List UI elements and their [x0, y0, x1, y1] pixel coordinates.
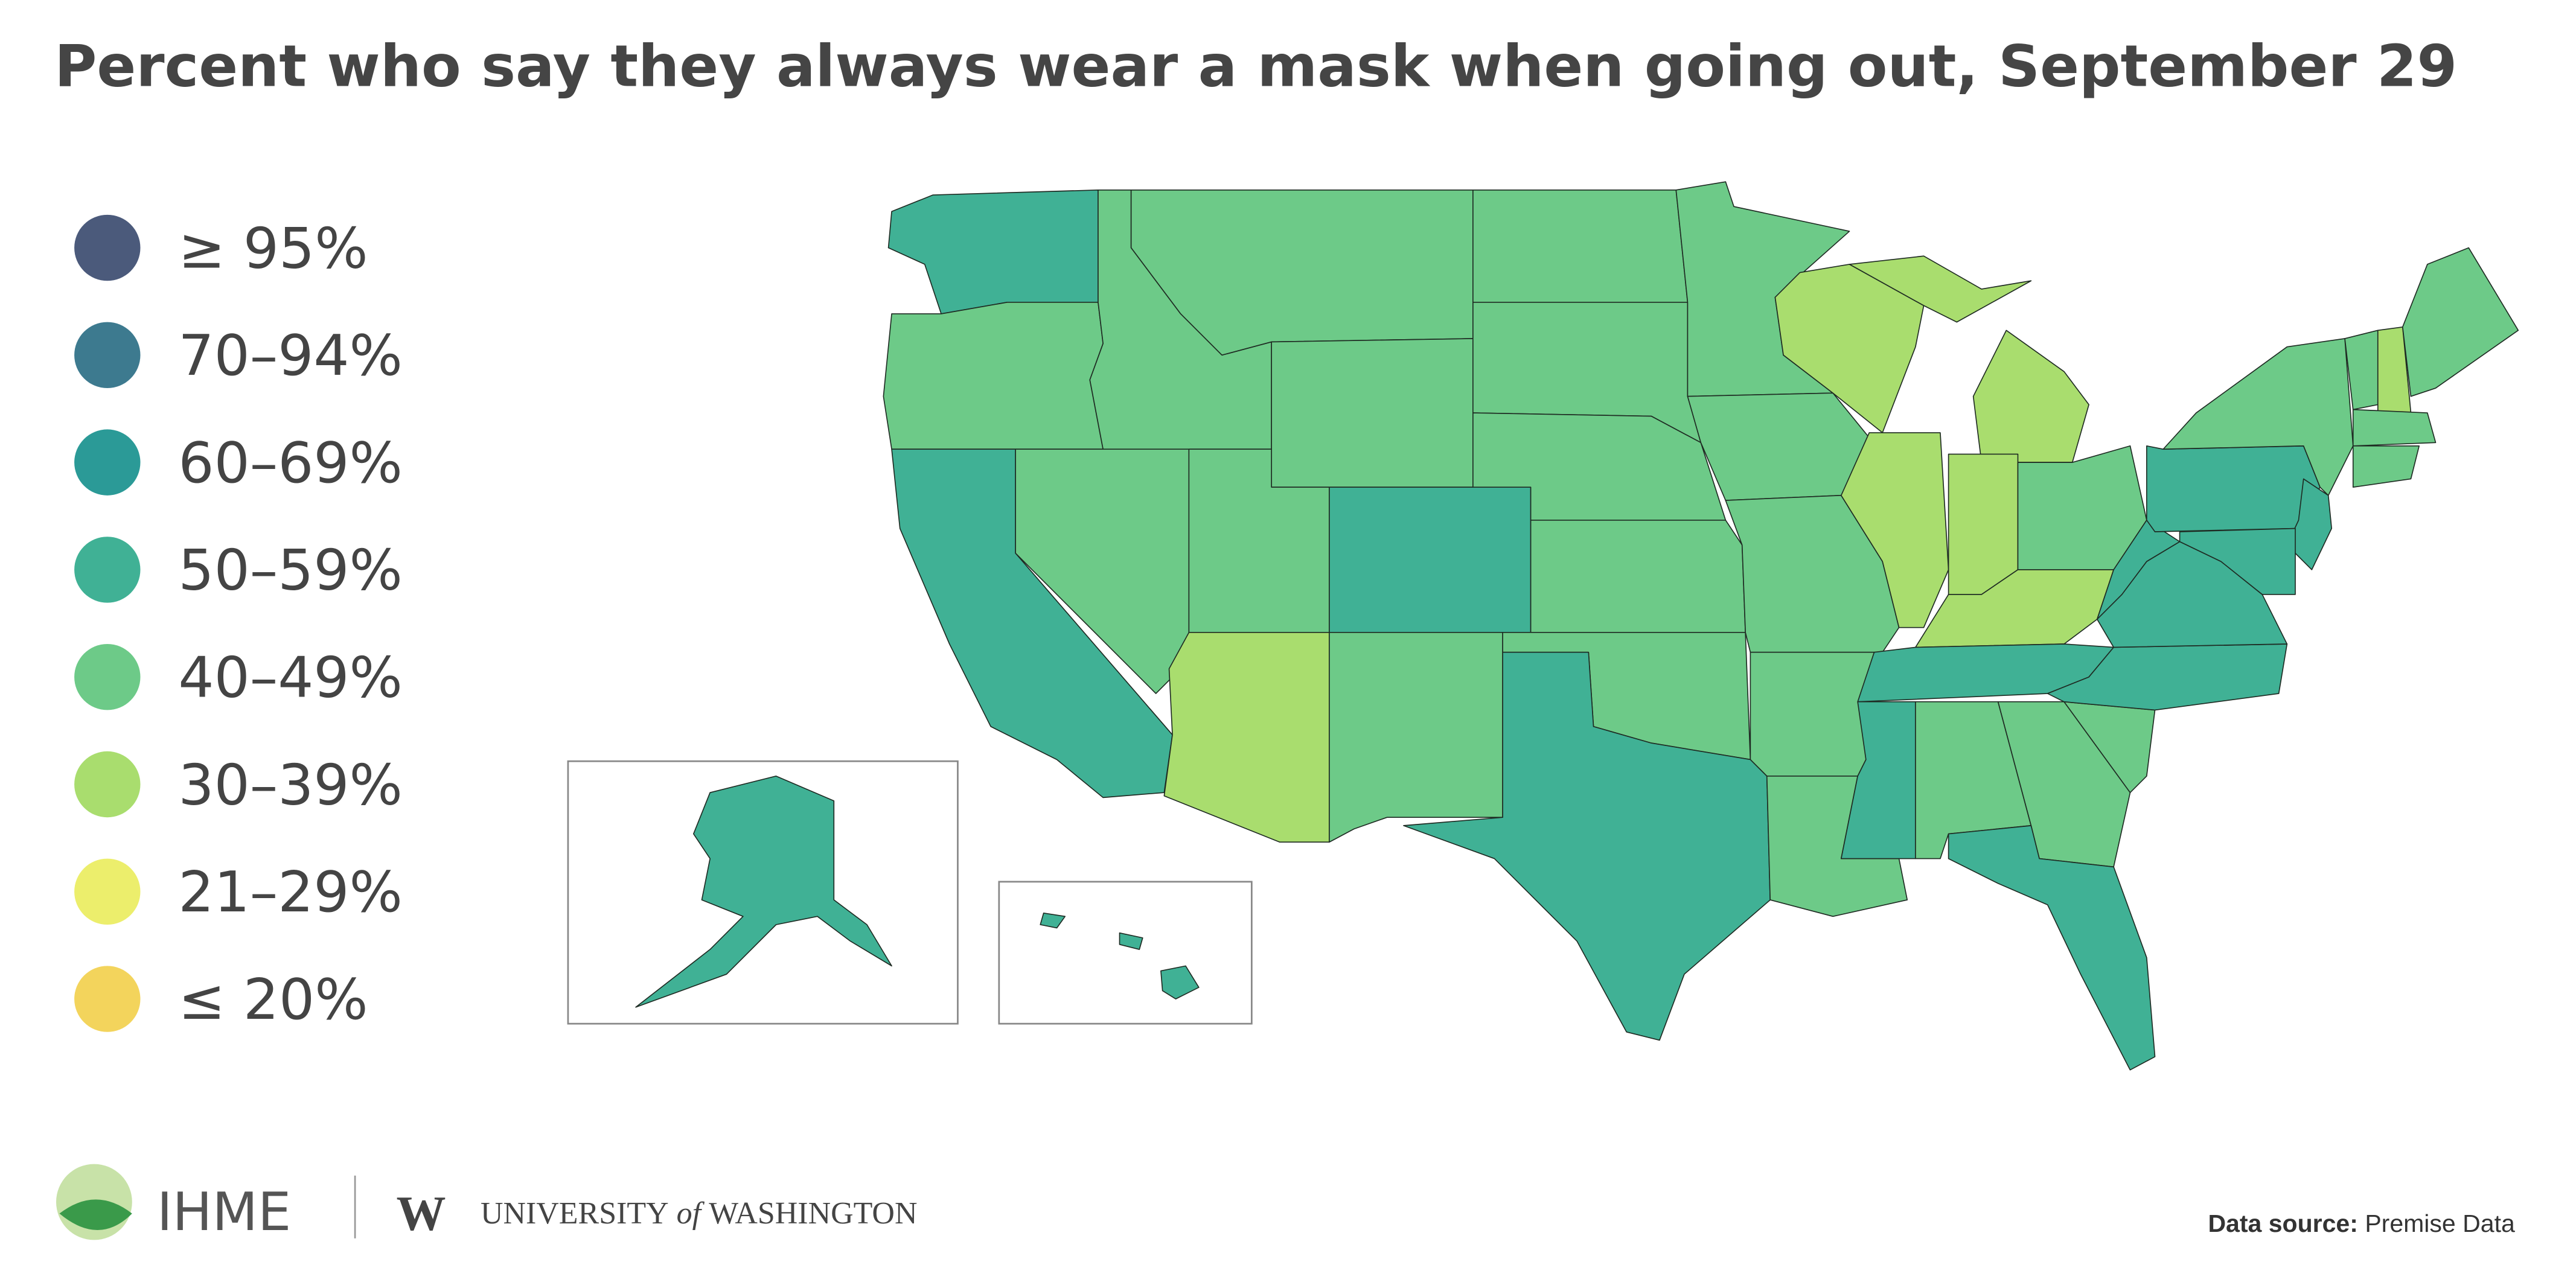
- state: [1687, 392, 1870, 501]
- state: [1849, 255, 2032, 323]
- text: of: [677, 1196, 705, 1231]
- hawaii-inset: [998, 881, 1253, 1025]
- state: [635, 775, 892, 1008]
- logo-text: IHME: [157, 1181, 291, 1243]
- legend-swatch: [74, 751, 141, 818]
- legend-swatch: [74, 322, 141, 389]
- state: [1472, 189, 1689, 303]
- state: [1915, 569, 2114, 648]
- data-source: Data source: Premise Data: [2208, 1210, 2515, 1237]
- state: [2146, 445, 2321, 532]
- state: [1972, 330, 2089, 463]
- legend-swatch: [74, 429, 141, 496]
- legend: ≥ 95% 70–94% 60–69% 50–59% 40–49% 30–39% 21–29…: [74, 214, 403, 1032]
- state: [2047, 643, 2288, 711]
- state: [1329, 486, 1532, 633]
- legend-swatch: [74, 966, 141, 1032]
- legend-swatch: [74, 858, 141, 925]
- state: [1329, 632, 1503, 843]
- legend-label: 30–39%: [178, 752, 402, 817]
- state: [1119, 932, 1143, 950]
- legend-label: 40–49%: [178, 645, 402, 710]
- state: [883, 301, 1104, 450]
- state: [887, 189, 1099, 314]
- university-name: UNIVERSITY of WASHINGTON: [481, 1196, 918, 1231]
- state: [1403, 651, 1771, 1041]
- us-map: [567, 181, 2519, 1071]
- legend-swatch: [74, 537, 141, 603]
- text: WASHINGTON: [709, 1196, 917, 1231]
- state: [2402, 247, 2519, 397]
- legend-label: 50–59%: [178, 538, 402, 603]
- state: [2352, 445, 2420, 488]
- legend-label: 21–29%: [178, 859, 402, 925]
- legend-label: ≤ 20%: [178, 967, 368, 1032]
- state: [1271, 338, 1474, 488]
- logo-icon: [59, 1199, 132, 1231]
- text: UNIVERSITY: [481, 1196, 669, 1231]
- state: [1948, 453, 2019, 595]
- legend-swatch: [74, 644, 141, 710]
- alaska-inset: [567, 760, 959, 1025]
- footer: IHME W UNIVERSITY of WASHINGTON Data sou…: [56, 1164, 2515, 1243]
- legend-swatch: [74, 214, 141, 281]
- text: Data source:: [2208, 1210, 2357, 1237]
- state: [2179, 528, 2296, 595]
- state: [1948, 825, 2156, 1071]
- state: [1163, 632, 1330, 843]
- legend-label: ≥ 95%: [178, 215, 368, 281]
- legend-label: 60–69%: [178, 430, 402, 496]
- state: [1530, 520, 1746, 633]
- state: [1040, 913, 1066, 929]
- state: [1840, 432, 1949, 628]
- state: [2352, 409, 2437, 447]
- state: [2286, 478, 2333, 570]
- uw-logo: W: [396, 1186, 446, 1241]
- state: [1160, 965, 1200, 999]
- title: Percent who say they always wear a mask …: [54, 32, 2457, 100]
- legend-label: 70–94%: [178, 323, 402, 388]
- text: Premise Data: [2365, 1210, 2515, 1237]
